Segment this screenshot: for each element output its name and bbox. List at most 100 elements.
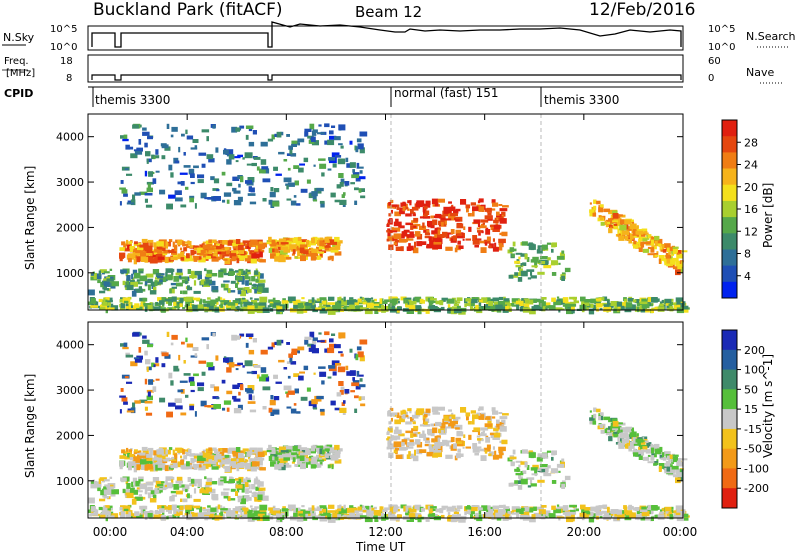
velocity-echo-cell bbox=[274, 464, 282, 470]
velocity-echo-cell bbox=[616, 426, 622, 432]
power-echo-cell bbox=[472, 235, 478, 241]
velocity-echo-cell bbox=[266, 450, 272, 453]
power-echo-cell bbox=[252, 241, 259, 246]
velocity-echo-cell bbox=[475, 446, 482, 449]
power-echo-cell bbox=[198, 257, 206, 263]
velocity-echo-cell bbox=[268, 407, 273, 413]
velocity-echo-cell bbox=[185, 454, 191, 457]
power-echo-cell bbox=[669, 259, 676, 265]
velocity-echo-cell bbox=[262, 386, 271, 391]
velocity-echo-cell bbox=[231, 512, 236, 518]
power-echo-cell bbox=[654, 235, 660, 241]
power-echo-cell bbox=[138, 139, 142, 145]
power-echo-cell bbox=[135, 288, 143, 293]
velocity-echo-cell bbox=[182, 452, 189, 455]
cpid-segment-2: normal (fast) 151 bbox=[394, 86, 498, 100]
velocity-echo-cell bbox=[182, 515, 186, 518]
power-echo-cell bbox=[201, 163, 206, 168]
power-echo-cell bbox=[179, 303, 183, 307]
nsky-tick-bottom: 10^0 bbox=[50, 42, 77, 53]
velocity-echo-cell bbox=[120, 343, 127, 347]
velocity-echo-cell bbox=[237, 362, 243, 366]
velocity-echo-cell bbox=[497, 508, 506, 515]
power-echo-cell bbox=[511, 304, 520, 307]
power-echo-cell bbox=[120, 269, 127, 274]
velocity-echo-cell bbox=[589, 417, 595, 421]
velocity-echo-cell bbox=[275, 381, 282, 384]
velocity-echo-cell bbox=[613, 431, 618, 434]
power-echo-cell bbox=[625, 235, 629, 241]
velocity-echo-cell bbox=[111, 489, 119, 495]
velocity-echo-cell bbox=[188, 449, 192, 454]
velocity-echo-cell bbox=[135, 480, 141, 487]
velocity-echo-cell bbox=[203, 511, 211, 515]
velocity-echo-cell bbox=[133, 450, 142, 454]
power-echo-cell bbox=[405, 299, 409, 304]
velocity-echo-cell bbox=[387, 443, 394, 450]
velocity-echo-cell bbox=[257, 457, 265, 461]
power-echo-cell bbox=[226, 199, 230, 204]
power-echo-cell bbox=[405, 304, 410, 308]
power-echo-cell bbox=[143, 303, 152, 307]
power-echo-cell bbox=[613, 308, 621, 314]
velocity-echo-cell bbox=[141, 464, 146, 470]
velocity-echo-cell bbox=[274, 341, 279, 345]
velocity-echo-cell bbox=[193, 488, 197, 494]
power-echo-cell bbox=[422, 222, 425, 228]
velocity-echo-cell bbox=[407, 509, 410, 515]
power-echo-cell bbox=[146, 181, 154, 185]
power-echo-cell bbox=[250, 187, 255, 193]
power-echo-cell bbox=[464, 303, 467, 308]
power-echo-cell bbox=[640, 233, 646, 237]
power-echo-cell bbox=[484, 215, 493, 220]
power-echo-cell bbox=[155, 170, 160, 173]
velocity-echo-cell bbox=[157, 455, 166, 460]
velocity-echo-cell bbox=[451, 412, 454, 416]
velocity-echo-cell bbox=[472, 419, 475, 425]
velocity-echo-cell bbox=[286, 393, 289, 398]
velocity-echo-cell bbox=[134, 358, 143, 363]
velocity-echo-cell bbox=[179, 505, 184, 511]
power-echo-cell bbox=[202, 300, 210, 304]
power-echo-cell bbox=[553, 300, 562, 306]
power-colorbar-swatch bbox=[722, 200, 737, 218]
power-echo-cell bbox=[273, 188, 280, 193]
velocity-echo-cell bbox=[355, 354, 359, 361]
velocity-echo-cell bbox=[424, 444, 430, 447]
power-echo-cell bbox=[538, 301, 546, 307]
velocity-echo-cell bbox=[677, 469, 684, 475]
velocity-echo-cell bbox=[406, 442, 415, 446]
power-echo-cell bbox=[208, 251, 213, 255]
velocity-echo-cell bbox=[164, 506, 173, 510]
power-echo-cell bbox=[551, 248, 554, 253]
velocity-echo-cell bbox=[537, 453, 543, 458]
power-echo-cell bbox=[142, 127, 147, 131]
velocity-echo-cell bbox=[518, 464, 521, 468]
velocity-echo-cell bbox=[476, 435, 481, 438]
velocity-echo-cell bbox=[177, 510, 181, 513]
velocity-colorbar-tick-label: -100 bbox=[744, 462, 769, 475]
velocity-echo-cell bbox=[422, 414, 427, 421]
velocity-echo-cell bbox=[177, 389, 184, 393]
velocity-echo-cell bbox=[171, 479, 174, 484]
power-echo-cell bbox=[306, 179, 311, 184]
power-echo-cell bbox=[517, 277, 523, 282]
power-echo-cell bbox=[636, 234, 640, 237]
power-echo-cell bbox=[122, 297, 131, 304]
power-echo-cell bbox=[178, 273, 182, 279]
velocity-echo-cell bbox=[387, 439, 391, 445]
power-echo-cell bbox=[230, 280, 236, 284]
power-echo-cell bbox=[488, 245, 492, 249]
velocity-echo-cell bbox=[675, 477, 681, 484]
power-echo-cell bbox=[627, 298, 634, 302]
power-colorbar-tick-label: 16 bbox=[744, 203, 758, 216]
power-echo-cells bbox=[88, 123, 690, 315]
power-echo-cell bbox=[293, 304, 299, 309]
power-echo-cell bbox=[167, 307, 173, 311]
power-echo-cell bbox=[651, 297, 658, 303]
power-echo-cell bbox=[495, 223, 499, 226]
power-echo-cell bbox=[465, 204, 471, 209]
power-echo-cell bbox=[428, 236, 432, 241]
power-echo-cell bbox=[495, 304, 503, 310]
power-echo-cell bbox=[389, 199, 394, 204]
